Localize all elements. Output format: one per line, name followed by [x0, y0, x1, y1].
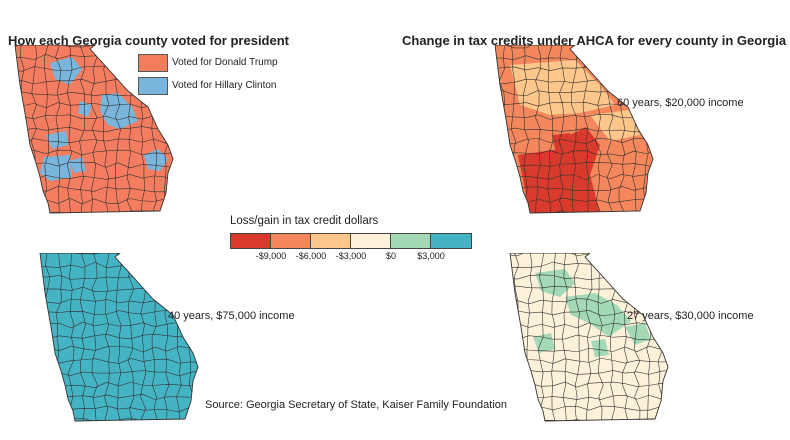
county-boundary: [91, 253, 98, 421]
scenario-label-27: 27 years, $30,000 income: [627, 310, 754, 322]
county-boundary: [90, 45, 98, 213]
county-boundary: [79, 45, 86, 213]
vote-map-county-region: [144, 149, 168, 171]
scenario-label-60: 60 years, $20,000 income: [617, 97, 744, 109]
trump-swatch: [138, 54, 168, 72]
county-boundary: [670, 253, 676, 421]
county-boundary: [561, 253, 568, 421]
tax-map-60-county-region: [510, 60, 615, 115]
county-boundary: [67, 253, 75, 421]
tax-map-60-county-region: [518, 127, 600, 213]
clinton-swatch: [138, 77, 168, 95]
scale-tick: $0: [385, 251, 397, 261]
tax-map-27-county-region: [565, 293, 631, 337]
county-boundary: [104, 253, 110, 421]
county-boundary: [571, 45, 577, 213]
county-boundary: [66, 45, 73, 213]
vote-map-outline: [14, 45, 174, 214]
tax-map-60-county-region: [552, 133, 574, 153]
county-boundary: [547, 45, 554, 213]
county-boundary: [551, 253, 556, 421]
vote-map-county-region: [100, 93, 138, 129]
county-boundary: [655, 45, 660, 213]
tax-map-27-years: [505, 253, 676, 422]
county-boundary: [558, 45, 565, 213]
tax-map-27-outline: [509, 253, 669, 422]
county-boundary: [116, 253, 122, 421]
county-boundary: [510, 322, 668, 329]
tax-map-40-years: [35, 253, 206, 422]
county-boundary: [44, 45, 50, 213]
tax-map-27-county-region: [591, 339, 609, 357]
vote-map-county-region: [78, 101, 92, 117]
county-boundary: [522, 45, 530, 213]
county-boundary: [35, 253, 37, 421]
county-boundary: [537, 253, 545, 421]
vote-map-county-region: [40, 155, 72, 181]
tax-map-60-outline: [494, 45, 654, 214]
clinton-legend-label: Voted for Hillary Clinton: [172, 80, 277, 91]
scale-bin: [351, 234, 391, 248]
color-scale: [230, 233, 472, 249]
tax-maps-title: Change in tax credits under AHCA for eve…: [402, 33, 787, 48]
county-boundary: [490, 45, 492, 213]
scale-bin: [391, 234, 431, 248]
scale-bin: [431, 234, 471, 248]
scale-tick: -$9,000: [255, 251, 287, 261]
scale-bin: [271, 234, 311, 248]
vote-map-county-region: [46, 131, 68, 149]
tax-map-27-county-region: [535, 269, 575, 297]
scale-tick: -$3,000: [335, 251, 367, 261]
county-boundary: [585, 253, 593, 421]
county-boundary: [40, 321, 198, 329]
scale-title: Loss/gain in tax credit dollars: [230, 215, 379, 227]
scale-bin: [231, 234, 271, 248]
county-boundary: [505, 253, 508, 421]
trump-legend-label: Voted for Donald Trump: [172, 57, 278, 68]
county-boundary: [79, 253, 86, 421]
scale-tick: $3,000: [417, 251, 445, 261]
vote-map-title: How each Georgia county voted for presid…: [8, 33, 289, 48]
tax-map-60-years: [490, 45, 660, 214]
tax-map-40-outline: [39, 253, 199, 422]
county-boundary: [495, 113, 653, 121]
scale-bin: [311, 234, 351, 248]
county-boundary: [573, 253, 581, 421]
source-note: Source: Georgia Secretary of State, Kais…: [205, 399, 508, 411]
vote-map: [10, 45, 181, 214]
scenario-label-40: 40 years, $75,000 income: [168, 310, 295, 322]
scale-tick: -$6,000: [295, 251, 327, 261]
county-boundary: [200, 253, 206, 421]
county-boundary: [15, 114, 173, 121]
tax-map-27-state: [510, 253, 668, 421]
county-boundary: [534, 45, 542, 213]
county-boundary: [176, 45, 181, 213]
county-boundary: [55, 45, 62, 213]
county-boundary: [10, 45, 12, 213]
